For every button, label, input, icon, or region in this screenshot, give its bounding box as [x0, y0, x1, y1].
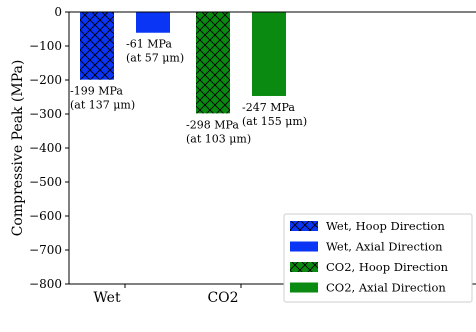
legend-item: Wet, Hoop Direction: [290, 219, 445, 233]
legend: Wet, Hoop Direction Wet, Axial Direction C…: [284, 214, 472, 302]
bar-hatch: [80, 12, 114, 80]
legend-label: CO2, Hoop Direction: [326, 260, 449, 274]
y-tick-label: −700: [29, 243, 62, 257]
legend-item: CO2, Hoop Direction: [290, 260, 449, 274]
bar-depth-label: (at 103 μm): [186, 132, 251, 145]
y-tick-label: −800: [29, 277, 62, 291]
legend-item: Wet, Axial Direction: [290, 240, 443, 254]
bar-fill: [252, 12, 286, 96]
legend-label: CO2, Axial Direction: [326, 281, 446, 295]
bar-depth-label: (at 155 μm): [242, 115, 307, 128]
bar-2: [136, 12, 170, 33]
bar-value-label: -247 MPa: [242, 101, 295, 114]
bar-3: [196, 12, 230, 113]
y-tick-label: −600: [29, 209, 62, 223]
y-tick-label: −500: [29, 175, 62, 189]
bar-depth-label: (at 57 μm): [126, 52, 184, 65]
bar-value-label: -199 MPa: [70, 85, 123, 98]
bar-depth-label: (at 137 μm): [70, 99, 135, 112]
x-tick-label: CO2: [207, 290, 238, 306]
x-tick-label: Wet: [93, 290, 121, 306]
y-tick-label: 0: [54, 5, 62, 19]
bar-4: [252, 12, 286, 96]
legend-swatch: [290, 283, 318, 293]
bar-fill: [136, 12, 170, 33]
bar-hatch: [196, 12, 230, 113]
bar-value-label: -298 MPa: [186, 118, 239, 131]
legend-item: CO2, Axial Direction: [290, 281, 446, 295]
legend-swatch-hatch: [290, 262, 318, 272]
bar-1: [80, 12, 114, 80]
y-tick-label: −400: [29, 141, 62, 155]
y-tick-label: −200: [29, 73, 62, 87]
legend-swatch-hatch: [290, 221, 318, 231]
y-axis-title: Compressive Peak (MPa): [10, 60, 26, 237]
legend-label: Wet, Axial Direction: [326, 240, 443, 254]
y-tick-label: −300: [29, 107, 62, 121]
legend-swatch: [290, 242, 318, 252]
y-tick-label: −100: [29, 39, 62, 53]
legend-label: Wet, Hoop Direction: [326, 219, 445, 233]
bar-value-label: -61 MPa: [126, 38, 172, 51]
